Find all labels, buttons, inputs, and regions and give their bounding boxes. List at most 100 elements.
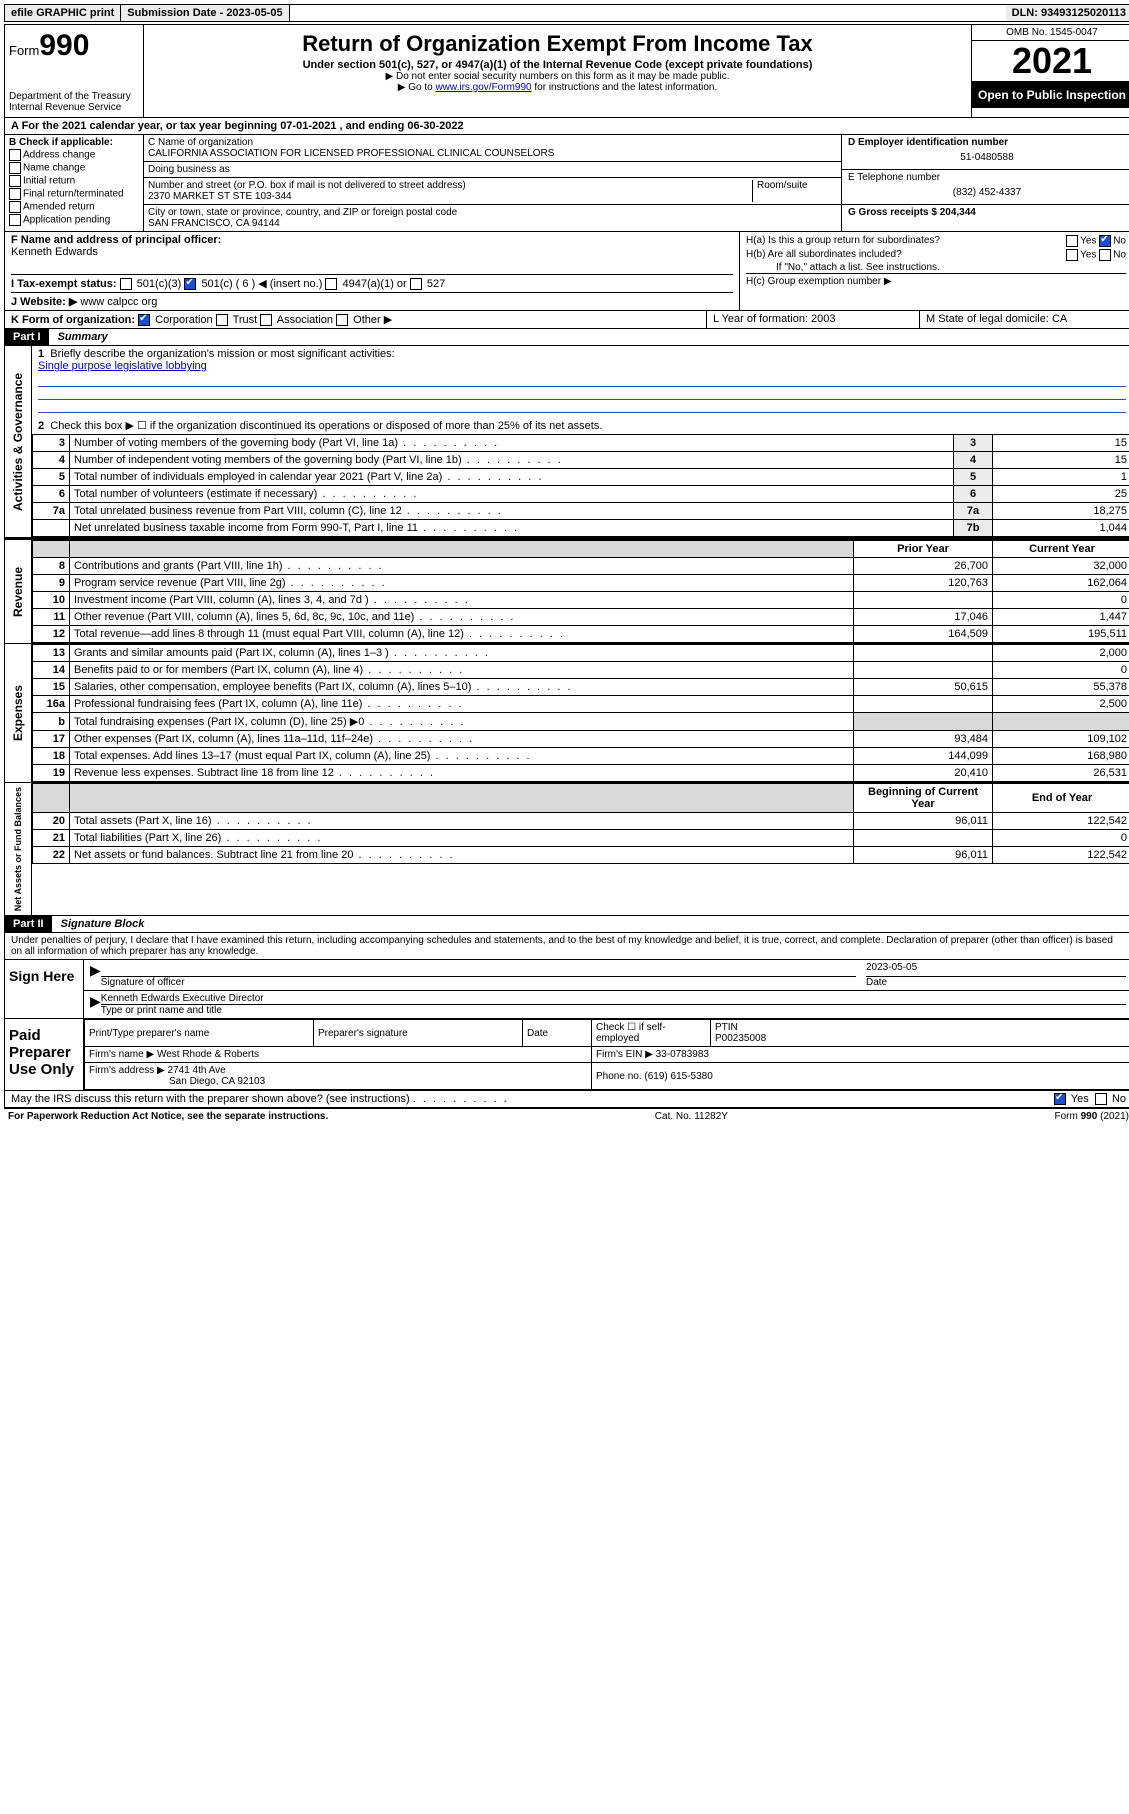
- hc-line: H(c) Group exemption number ▶: [746, 273, 1126, 287]
- ein: 51-0480588: [848, 148, 1126, 167]
- chk-ha-no[interactable]: [1099, 235, 1111, 247]
- chk-amended[interactable]: Amended return: [9, 201, 139, 213]
- chk-address-change[interactable]: Address change: [9, 149, 139, 161]
- chk-trust[interactable]: [216, 314, 228, 326]
- mission-link[interactable]: Single purpose legislative lobbying: [38, 360, 207, 372]
- chk-mayirs-no[interactable]: [1095, 1093, 1107, 1105]
- chk-527[interactable]: [410, 278, 422, 290]
- line1-text: Briefly describe the organization's miss…: [50, 348, 394, 360]
- form990-big: 990: [39, 29, 89, 62]
- irs-label: Internal Revenue Service: [9, 102, 139, 113]
- chk-other[interactable]: [336, 314, 348, 326]
- phone-label: Phone no.: [596, 1071, 642, 1082]
- chk-corp[interactable]: [138, 314, 150, 326]
- table-row: Net unrelated business taxable income fr…: [33, 520, 1129, 537]
- line1: 1 Briefly describe the organization's mi…: [32, 346, 1129, 374]
- city: SAN FRANCISCO, CA 94144: [148, 218, 837, 229]
- opt-trust: Trust: [233, 314, 258, 326]
- table-row: 11Other revenue (Part VIII, column (A), …: [33, 609, 1129, 626]
- table-row: 15Salaries, other compensation, employee…: [33, 679, 1129, 696]
- chk-assoc[interactable]: [260, 314, 272, 326]
- no-label: No: [1113, 250, 1126, 261]
- chk-hb-yes[interactable]: [1066, 249, 1078, 261]
- chk-hb-no[interactable]: [1099, 249, 1111, 261]
- no-label: No: [1112, 1093, 1126, 1105]
- addr-cell: Number and street (or P.O. box if mail i…: [144, 178, 841, 205]
- table-row: Print/Type preparer's name Preparer's si…: [85, 1020, 1129, 1047]
- col-c: C Name of organization CALIFORNIA ASSOCI…: [144, 135, 842, 231]
- tax-year: 2021: [972, 41, 1129, 82]
- firm-phone-cell: Phone no. (619) 615-5380: [592, 1063, 1129, 1090]
- firm-addr2: San Diego, CA 92103: [89, 1076, 265, 1087]
- chk-ha-yes[interactable]: [1066, 235, 1078, 247]
- chk-label: Initial return: [23, 176, 75, 187]
- chk-initial-return[interactable]: Initial return: [9, 175, 139, 187]
- irs-link[interactable]: www.irs.gov/Form990: [435, 82, 531, 93]
- row-klm: K Form of organization: Corporation Trus…: [4, 311, 1129, 329]
- officer-name-line: ▶ Kenneth Edwards Executive DirectorType…: [84, 991, 1129, 1018]
- ptin-label: PTIN: [715, 1022, 738, 1033]
- chk-label: Final return/terminated: [23, 189, 124, 200]
- gross-cell: G Gross receipts $ 204,344: [842, 205, 1129, 220]
- city-cell: City or town, state or province, country…: [144, 205, 841, 231]
- sign-here-label: Sign Here: [5, 960, 83, 1018]
- vlabel-governance: Activities & Governance: [5, 346, 32, 537]
- line2: 2 Check this box ▶ ☐ if the organization…: [32, 413, 1129, 434]
- table-row: 10Investment income (Part VIII, column (…: [33, 592, 1129, 609]
- chk-final-return[interactable]: Final return/terminated: [9, 188, 139, 200]
- table-row: 13Grants and similar amounts paid (Part …: [33, 645, 1129, 662]
- chk-501c[interactable]: [184, 278, 196, 290]
- f-label: F Name and address of principal officer:: [11, 234, 221, 246]
- note-ssn: ▶ Do not enter social security numbers o…: [148, 71, 967, 82]
- chk-app-pending[interactable]: Application pending: [9, 214, 139, 226]
- sign-here-block: Sign Here ▶ Signature of officer 2023-05…: [4, 960, 1129, 1019]
- chk-name-change[interactable]: Name change: [9, 162, 139, 174]
- form-title: Return of Organization Exempt From Incom…: [148, 31, 967, 57]
- table-header-row: Beginning of Current YearEnd of Year: [33, 784, 1129, 813]
- chk-4947[interactable]: [325, 278, 337, 290]
- chk-label: Name change: [23, 163, 85, 174]
- part2-title: Signature Block: [55, 916, 151, 932]
- part1-header: Part I Summary: [4, 329, 1129, 346]
- officer-name: Kenneth Edwards: [11, 246, 733, 258]
- form-word: Form: [9, 43, 39, 58]
- footer-left: For Paperwork Reduction Act Notice, see …: [8, 1111, 328, 1122]
- table-row: 8Contributions and grants (Part VIII, li…: [33, 558, 1129, 575]
- part1-expenses: Expenses 13Grants and similar amounts pa…: [4, 644, 1129, 783]
- addr-label: Number and street (or P.O. box if mail i…: [148, 180, 752, 191]
- addr: 2370 MARKET ST STE 103-344: [148, 191, 752, 202]
- may-irs-text: May the IRS discuss this return with the…: [11, 1093, 410, 1105]
- prep-name-label: Print/Type preparer's name: [85, 1020, 314, 1047]
- table-row: 20Total assets (Part X, line 16)96,01112…: [33, 813, 1129, 830]
- table-row: 5Total number of individuals employed in…: [33, 469, 1129, 486]
- row-j: J Website: ▶ www calpcc org: [11, 292, 733, 308]
- firm-addr-cell: Firm's address ▶ 2741 4th Ave San Diego,…: [85, 1063, 592, 1090]
- chk-label: Amended return: [23, 202, 95, 213]
- room-suite: Room/suite: [752, 180, 837, 202]
- table-header-row: Prior YearCurrent Year: [33, 541, 1129, 558]
- date-label: Date: [866, 977, 887, 988]
- tel-label: E Telephone number: [848, 172, 1126, 183]
- row-m: M State of legal domicile: CA: [920, 311, 1129, 328]
- line2-text: Check this box ▶ ☐ if the organization d…: [50, 420, 602, 432]
- table-row: 16aProfessional fundraising fees (Part I…: [33, 696, 1129, 713]
- part1-hdr: Part I: [5, 329, 49, 345]
- paid-preparer-label: Paid Preparer Use Only: [5, 1019, 83, 1090]
- section-h: H(a) Is this a group return for subordin…: [740, 232, 1129, 310]
- sig-date: 2023-05-05: [866, 962, 1126, 977]
- hb-note: If "No," attach a list. See instructions…: [746, 262, 1126, 273]
- chk-mayirs-yes[interactable]: [1054, 1093, 1066, 1105]
- check-self-employed: Check ☐ if self-employed: [592, 1020, 711, 1047]
- page-footer: For Paperwork Reduction Act Notice, see …: [4, 1108, 1129, 1124]
- table-row: 18Total expenses. Add lines 13–17 (must …: [33, 748, 1129, 765]
- col-f: F Name and address of principal officer:…: [5, 232, 740, 310]
- form-subtitle: Under section 501(c), 527, or 4947(a)(1)…: [148, 59, 967, 71]
- table-row: 14Benefits paid to or for members (Part …: [33, 662, 1129, 679]
- efile-print-button[interactable]: efile GRAPHIC print: [5, 5, 121, 21]
- preparer-table: Print/Type preparer's name Preparer's si…: [84, 1019, 1129, 1090]
- table-row: 22Net assets or fund balances. Subtract …: [33, 847, 1129, 864]
- table-row: 9Program service revenue (Part VIII, lin…: [33, 575, 1129, 592]
- part1-revenue: Revenue Prior YearCurrent Year8Contribut…: [4, 538, 1129, 644]
- no-label: No: [1113, 236, 1126, 247]
- chk-501c3[interactable]: [120, 278, 132, 290]
